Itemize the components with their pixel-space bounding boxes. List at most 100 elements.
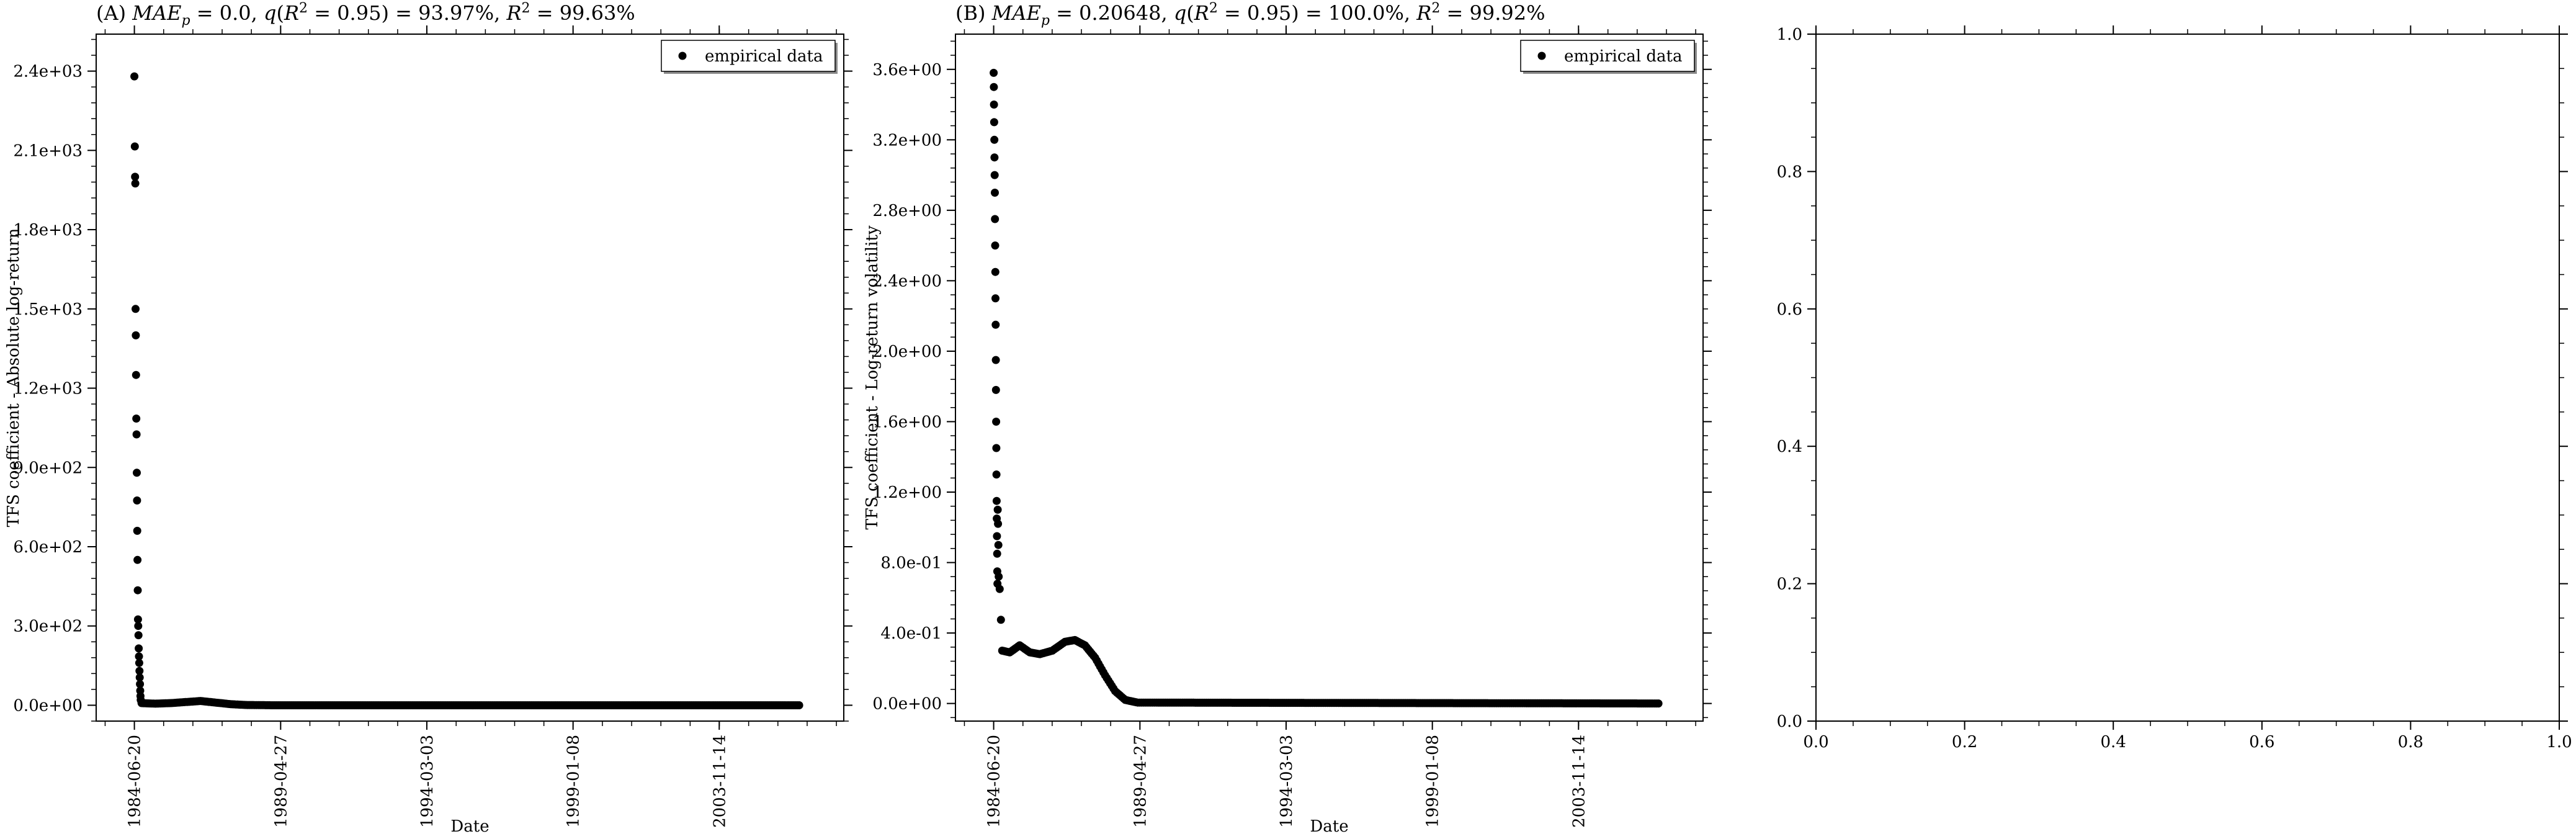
x-tick-label: 1.0 [2546,733,2572,752]
data-point [133,469,141,477]
y-tick-label: 0.2 [1777,575,1802,594]
data-point [993,580,1002,588]
y-tick-label: 0.0e+00 [872,695,942,714]
data-point [132,370,140,379]
series-1 [990,68,1663,708]
data-point [136,680,145,688]
data-point [132,331,140,339]
x-axis-label: Date [1310,817,1348,836]
y-tick-label: 6.0e+02 [13,538,83,557]
data-point [133,586,142,594]
y-tick-label: 0.0e+00 [13,696,83,715]
data-point [991,189,999,197]
data-point [995,572,1003,581]
chart-panel-1: (A) MAEp = 0.0, q(R2 = 0.95) = 93.97%, R… [4,1,852,836]
data-point [137,698,146,707]
data-point [992,470,1001,479]
x-tick-label: 1989-04-27 [272,735,290,828]
plot-frame [96,34,844,722]
data-point [134,631,143,640]
plot-frame [955,34,1704,722]
data-point [135,658,143,667]
data-point [132,305,140,313]
legend-label: empirical data [1564,47,1682,66]
y-tick-label: 0.4 [1777,437,1802,456]
legend-label: empirical data [705,47,823,66]
x-tick-label: 0.4 [2101,733,2126,752]
x-tick-label: 1984-06-20 [985,735,1004,828]
chart-panel-3: 0.0 0.2 0.4 0.6 0.8 1.0 0.0 0.2 0.4 0.6 0.8 1.0 [1777,25,2572,752]
data-point [991,294,1000,303]
data-point [133,526,141,535]
data-point [994,541,1003,549]
data-point [992,444,1001,452]
data-point [130,142,139,151]
x-tick-label: 0.6 [2249,733,2274,752]
y-tick-label: 2.4e+03 [13,63,83,81]
data-point [132,430,141,439]
data-point [993,505,1002,514]
data-point [131,179,140,188]
y-tick-label: 3.6e+00 [872,61,942,79]
y-tick-label: 2.0e+00 [872,343,942,361]
legend-marker [1537,52,1546,60]
x-axis-label: Date [450,817,489,836]
data-point [990,68,998,77]
data-point [990,171,999,179]
data-point [135,666,144,675]
series-1 [130,72,803,709]
y-tick-label: 2.1e+03 [13,141,83,160]
x-tick-label: 2003-11-14 [1570,735,1588,828]
data-point [135,652,143,661]
x-tick-label: 1999-01-08 [565,735,583,828]
data-point [130,72,139,81]
y-tick-label: 0.0 [1777,712,1802,731]
y-tick-label: 1.6e+00 [872,413,942,431]
data-point [991,241,1000,250]
x-tick-label: 0.8 [2398,733,2423,752]
data-point [991,320,1000,329]
data-point [992,496,1001,505]
y-tick-label: 0.6 [1777,300,1802,319]
x-tick-label: 1984-06-20 [126,735,145,828]
x-tick-label: 2003-11-14 [710,735,729,828]
data-point [993,549,1001,558]
y-tick-label: 0.8 [1777,163,1802,181]
data-point [133,555,142,564]
data-point [990,101,998,109]
data-point [990,135,999,144]
y-tick-label: 1.5e+03 [13,300,83,319]
legend-marker [678,52,687,60]
plot-frame [1815,34,2560,722]
x-tick-label: 0.2 [1952,733,1977,752]
y-axis-label: TFS coefficient - Absolute log-return [4,228,23,527]
y-tick-label: 9.0e+02 [13,459,83,477]
data-point [133,496,141,505]
data-point [996,616,1005,624]
y-tick-label: 2.8e+00 [872,202,942,220]
x-tick-label: 1994-03-03 [418,735,437,828]
x-tick-label: 1989-04-27 [1131,735,1150,828]
data-point [133,615,142,624]
y-tick-label: 1.2e+03 [13,380,83,398]
legend: empirical data [1520,40,1697,74]
data-point [131,173,140,181]
data-point [134,622,143,630]
x-tick-label: 1994-03-03 [1277,735,1296,828]
legend-box [1520,40,1695,72]
y-tick-label: 1.0 [1777,25,1802,44]
data-point [990,118,998,127]
y-tick-label: 3.0e+02 [13,617,83,636]
legend-box [661,40,836,72]
chart-title: (A) MAEp = 0.0, q(R2 = 0.95) = 93.97%, R… [96,1,635,29]
data-point [991,356,1000,364]
data-point [135,644,143,653]
y-tick-label: 8.0e-01 [880,554,942,573]
data-point [135,673,144,682]
y-axis-label: TFS coefficient - Log-return volatility [863,225,882,529]
y-tick-label: 4.0e-01 [880,624,942,643]
data-point [994,519,1003,528]
data-point [1654,699,1663,708]
y-tick-label: 3.2e+00 [872,131,942,150]
